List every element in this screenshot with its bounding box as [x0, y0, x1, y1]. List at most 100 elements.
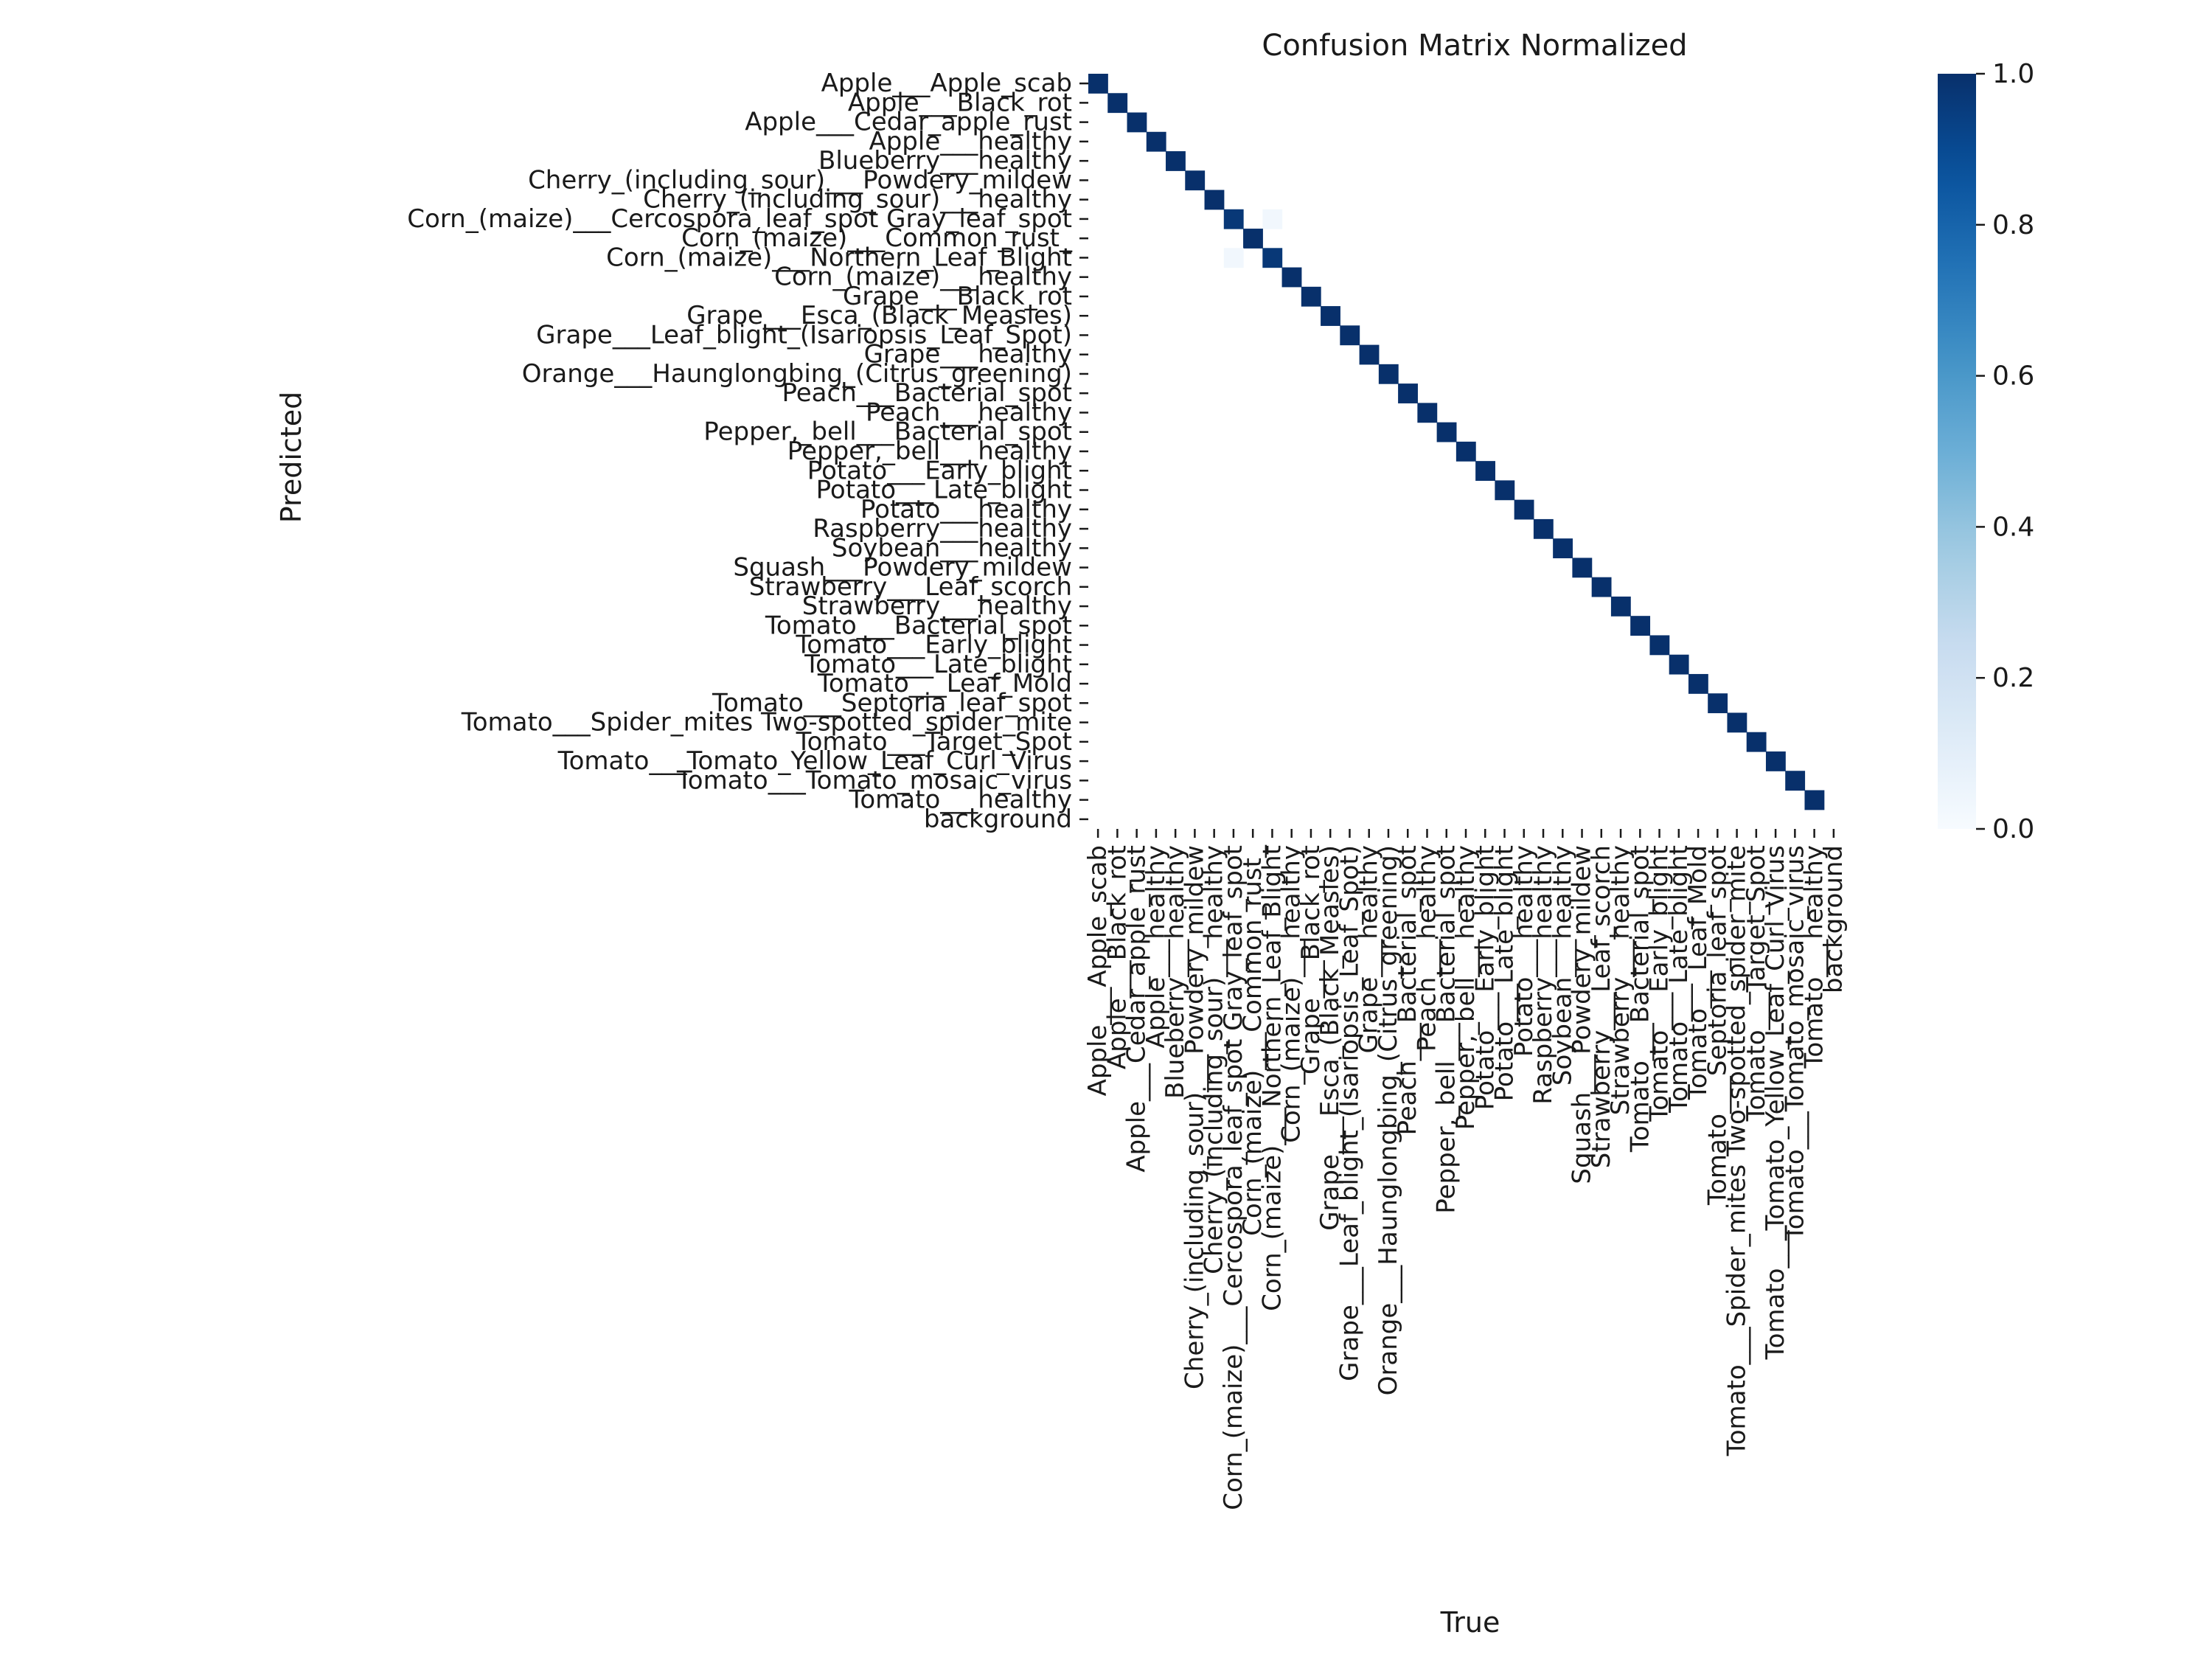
x-axis-ticks: Apple___Apple_scabApple___Black_rotApple… — [1083, 829, 1848, 1510]
x-tick-label: Apple___Black_rot — [1102, 845, 1132, 1069]
x-tick-label: Pepper,_bell___Bacterial_spot — [1432, 845, 1461, 1214]
heatmap-cell — [1765, 751, 1786, 771]
y-tick-label: Pepper,_bell___Bacterial_spot — [703, 417, 1072, 447]
y-tick-label: Tomato___Tomato_mosaic_virus — [676, 765, 1072, 795]
heatmap-cell — [1204, 190, 1225, 210]
x-tick-label: Corn_(maize)___Common_rust_ — [1238, 844, 1267, 1236]
x-tick-label: Tomato___Septoria_leaf_spot — [1703, 845, 1732, 1206]
heatmap-cell — [1146, 131, 1166, 152]
y-tick-label: Tomato___Bacterial_spot — [765, 611, 1072, 640]
x-tick-label: Orange___Haunglongbing_(Citrus_greening) — [1374, 845, 1403, 1395]
heatmap-cell — [1359, 344, 1380, 365]
colorbar-tick-label: 0.2 — [1992, 663, 2034, 693]
colorbar-tick-label: 0.4 — [1992, 512, 2034, 542]
y-tick-label: Grape___Black_rot — [843, 282, 1072, 311]
x-tick-label: Tomato___Late_blight — [1664, 845, 1694, 1114]
x-tick-label: Tomato___Spider_mites Two-spotted_spider… — [1722, 845, 1752, 1457]
heatmap-cells — [1088, 74, 1825, 810]
y-tick-label: Corn_(maize)___Common_rust_ — [681, 223, 1073, 253]
heatmap-cell — [1475, 461, 1495, 481]
x-tick-label: Cherry_(including_sour)___healthy — [1200, 845, 1229, 1274]
heatmap-cell — [1436, 422, 1457, 442]
heatmap-cell — [1708, 693, 1728, 714]
y-tick-label: Corn_(maize)___Cercospora_leaf_spot Gray… — [407, 204, 1072, 234]
y-tick-label: Grape___healthy — [864, 340, 1072, 369]
heatmap-cell — [1495, 480, 1515, 501]
x-tick-label: Strawberry___healthy — [1606, 845, 1635, 1115]
heatmap-cell — [1243, 229, 1263, 249]
colorbar-tick-label: 1.0 — [1992, 59, 2034, 89]
y-tick-label: Apple___Apple_scab — [821, 69, 1072, 98]
x-tick-label: Peach___Bacterial_spot — [1393, 845, 1422, 1136]
y-tick-label: Peach___healthy — [866, 397, 1072, 427]
colorbar-tick-label: 0.8 — [1992, 210, 2034, 240]
colorbar-tick-label: 0.6 — [1992, 361, 2034, 392]
colorbar-tick-label: 0.0 — [1992, 814, 2034, 844]
heatmap-cell — [1804, 790, 1825, 810]
y-tick-label: Peach___Bacterial_spot — [782, 378, 1072, 408]
y-tick-label: Squash___Powdery_mildew — [733, 553, 1072, 583]
heatmap-cell — [1223, 209, 1244, 229]
x-tick-label: Tomato___Tomato_mosaic_virus — [1780, 845, 1809, 1241]
heatmap-cell — [1301, 286, 1321, 307]
y-tick-label: Strawberry___Leaf_scorch — [749, 572, 1072, 602]
x-axis-label: True — [1440, 1606, 1500, 1639]
heatmap-cell — [1630, 616, 1651, 636]
heatmap-cell — [1746, 732, 1767, 752]
colorbar-gradient — [1938, 74, 1976, 829]
y-tick-label: Blueberry___healthy — [818, 146, 1072, 176]
heatmap-cell — [1398, 383, 1418, 403]
y-tick-label: Grape___Leaf_blight_(Isariopsis_Leaf_Spo… — [536, 320, 1072, 350]
x-tick-label: Grape___healthy — [1354, 845, 1384, 1053]
heatmap-cell — [1223, 248, 1244, 268]
y-tick-label: Tomato___Septoria_leaf_spot — [712, 688, 1072, 718]
y-axis-label: Predicted — [275, 392, 307, 523]
x-tick-label: Corn_(maize)___healthy — [1277, 845, 1307, 1143]
x-tick-label: Pepper,_bell___healthy — [1451, 845, 1481, 1130]
heatmap-cell — [1553, 538, 1573, 559]
heatmap-cell — [1727, 712, 1747, 733]
heatmap-cell — [1610, 596, 1631, 617]
x-tick-label: Corn_(maize)___Northern_Leaf_Blight — [1257, 845, 1287, 1311]
heatmap-cell — [1688, 673, 1708, 694]
x-tick-label: Potato___Late_blight — [1490, 845, 1520, 1101]
x-tick-label: Potato___Early_blight — [1470, 845, 1500, 1110]
heatmap-cell — [1455, 441, 1476, 462]
heatmap-cell — [1340, 325, 1360, 346]
y-tick-label: Cherry_(including_sour)___Powdery_mildew — [528, 165, 1072, 195]
y-tick-label: Potato___healthy — [860, 495, 1072, 524]
x-tick-label: background — [1819, 845, 1848, 993]
heatmap-cell — [1281, 267, 1302, 288]
y-tick-label: Tomato___Target_Spot — [796, 727, 1072, 757]
x-tick-label: Tomato___healthy — [1800, 845, 1829, 1069]
y-tick-label: Tomato___Leaf_Mold — [817, 669, 1072, 698]
x-tick-label: Potato___healthy — [1509, 845, 1539, 1057]
heatmap-cell — [1378, 364, 1399, 384]
y-tick-label: Pepper,_bell___healthy — [787, 437, 1072, 466]
x-tick-label: Squash___Powdery_mildew — [1568, 845, 1597, 1184]
y-tick-label: Apple___healthy — [869, 127, 1072, 156]
heatmap-cell — [1417, 403, 1438, 423]
y-tick-label: Raspberry___healthy — [813, 514, 1072, 544]
x-tick-label: Apple___healthy — [1141, 845, 1171, 1049]
y-tick-label: Soybean___healthy — [832, 533, 1072, 563]
heatmap-cell — [1533, 518, 1554, 539]
x-tick-label: Tomato___Tomato_Yellow_Leaf_Curl_Virus — [1761, 845, 1790, 1360]
heatmap-cell — [1107, 93, 1128, 114]
x-tick-label: Tomato___Target_Spot — [1742, 845, 1771, 1122]
y-tick-label: Corn_(maize)___Northern_Leaf_Blight — [606, 243, 1072, 272]
colorbar: 0.0 0.2 0.4 0.6 0.8 1.0 — [1938, 59, 2034, 844]
x-tick-label: Tomato___Bacterial_spot — [1625, 845, 1655, 1153]
heatmap-cell — [1785, 771, 1806, 791]
y-tick-label: Potato___Early_blight — [807, 456, 1072, 485]
y-tick-label: Tomato___Tomato_Yellow_Leaf_Curl_Virus — [557, 746, 1072, 776]
y-tick-label: Tomato___healthy — [848, 785, 1072, 815]
y-tick-label: Grape___Esca_(Black_Measles) — [686, 301, 1072, 330]
y-tick-label: Apple___Black_rot — [848, 88, 1072, 117]
heatmap-cell — [1514, 499, 1534, 520]
x-tick-label: Cherry_(including_sour)___Powdery_mildew — [1180, 845, 1209, 1389]
x-tick-label: Corn_(maize)___Cercospora_leaf_spot Gray… — [1219, 845, 1248, 1510]
heatmap-cell — [1166, 151, 1186, 171]
